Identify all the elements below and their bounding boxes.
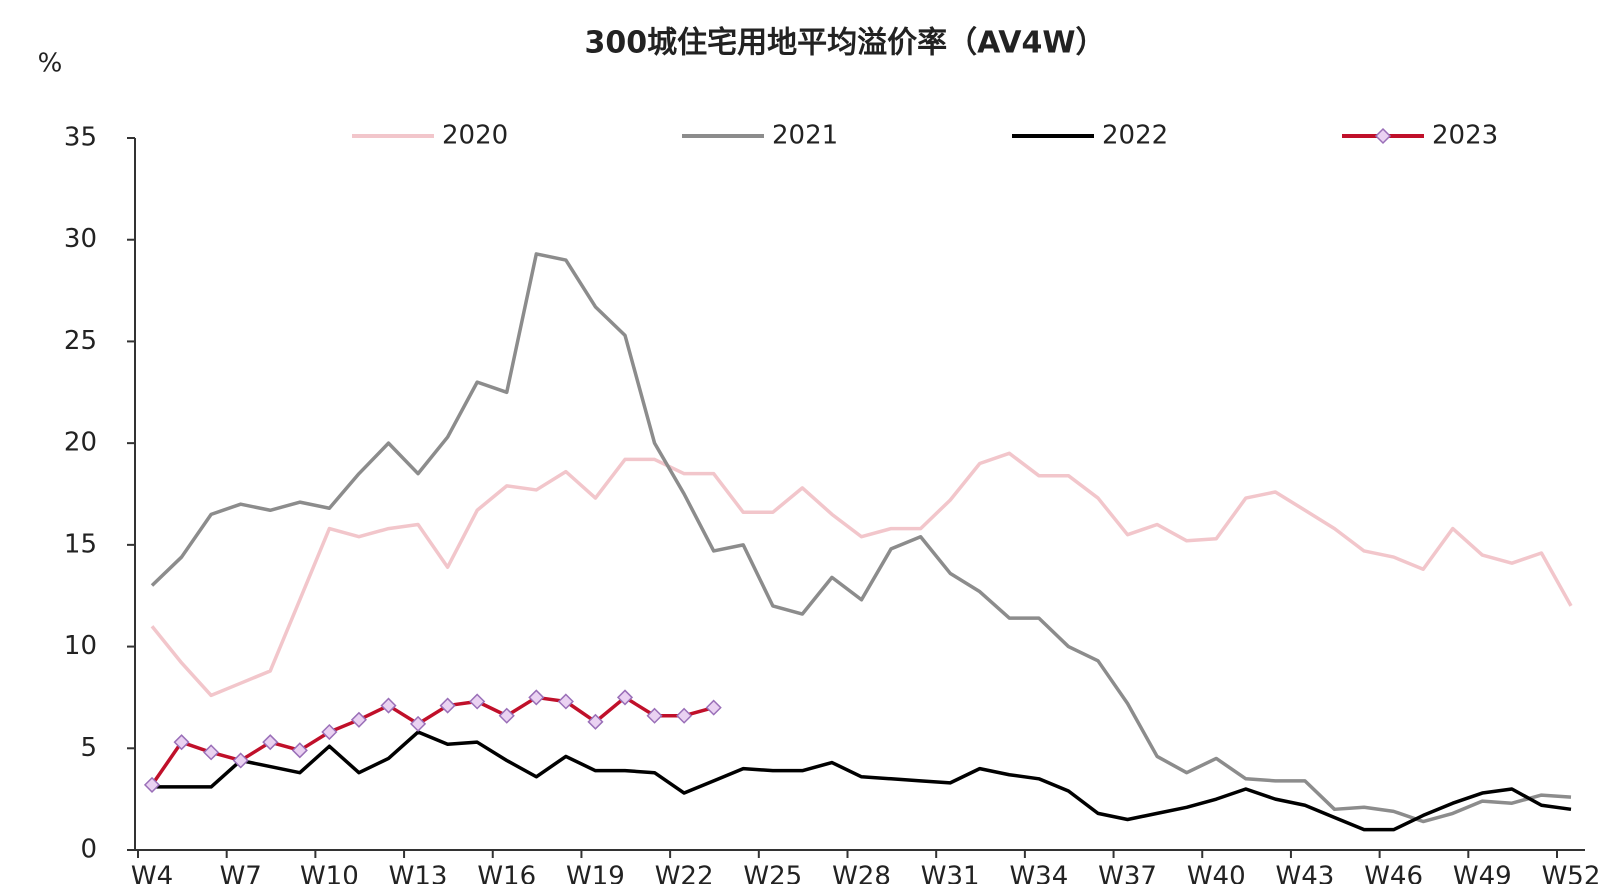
x-tick-label: W52 [1542, 862, 1601, 884]
x-tick-label: W37 [1098, 862, 1157, 884]
x-tick-label: W34 [1009, 862, 1068, 884]
x-tick-label: W40 [1187, 862, 1246, 884]
data-point [528, 689, 545, 706]
data-point [410, 715, 427, 732]
x-tick-label: W13 [389, 862, 448, 884]
y-tick-label: 30 [64, 224, 97, 254]
data-point [173, 734, 190, 751]
data-point [498, 707, 515, 724]
x-tick-label: W46 [1364, 862, 1423, 884]
data-point [587, 713, 604, 730]
legend-label: 2022 [1102, 121, 1168, 151]
data-point [646, 707, 663, 724]
data-point [469, 693, 486, 710]
series-line [150, 451, 1573, 698]
x-tick-label: W43 [1276, 862, 1335, 884]
data-point [439, 697, 456, 714]
x-tick-label: W49 [1453, 862, 1512, 884]
data-point [262, 734, 279, 751]
data-point [291, 742, 308, 759]
y-axis-label: % [38, 49, 63, 79]
y-tick-label: 5 [80, 733, 97, 763]
x-tick-label: W4 [131, 862, 173, 884]
legend-marker [1374, 127, 1392, 145]
y-tick-label: 10 [64, 631, 97, 661]
data-point [616, 689, 634, 706]
x-tick-label: W16 [477, 862, 536, 884]
data-point [705, 699, 722, 716]
y-tick-label: 25 [64, 326, 97, 356]
legend-label: 2021 [772, 121, 838, 151]
data-point [676, 707, 693, 724]
data-point [380, 697, 397, 714]
data-point [557, 693, 574, 710]
series-line [150, 252, 1572, 824]
y-tick-label: 0 [80, 835, 97, 865]
y-tick-label: 20 [64, 428, 97, 458]
x-tick-label: W10 [300, 862, 359, 884]
legend-label: 2020 [442, 121, 508, 151]
x-tick-label: W28 [832, 862, 891, 884]
data-point [321, 723, 338, 741]
y-tick-label: 35 [64, 123, 97, 153]
y-tick-label: 15 [64, 529, 97, 559]
x-tick-label: W7 [220, 862, 262, 884]
legend-label: 2023 [1432, 121, 1498, 151]
series-line [152, 730, 1572, 832]
data-point [350, 711, 367, 728]
data-point [143, 776, 161, 793]
chart-title: 300城住宅用地平均溢价率（AV4W） [585, 26, 1106, 61]
x-tick-label: W25 [743, 862, 802, 884]
x-tick-label: W19 [566, 862, 625, 884]
x-tick-label: W22 [655, 862, 714, 884]
data-point [203, 744, 220, 761]
data-point [232, 752, 249, 769]
x-tick-label: W31 [921, 862, 980, 884]
